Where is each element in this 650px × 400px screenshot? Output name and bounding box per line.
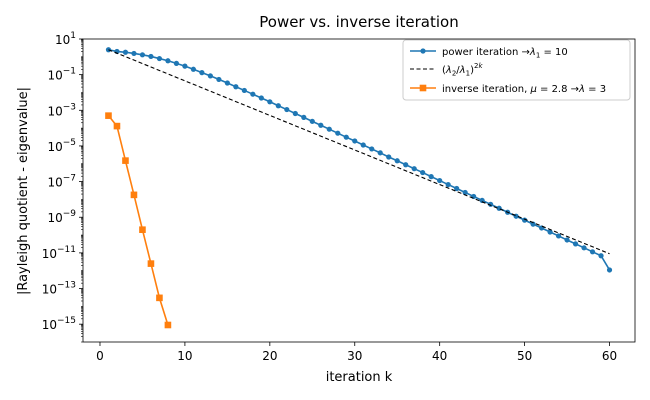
- data-point: [606, 267, 613, 273]
- legend-label-2: (λ2/λ1)2k: [442, 62, 483, 78]
- data-point: [164, 321, 172, 329]
- data-point: [394, 158, 400, 164]
- data-point: [318, 122, 324, 128]
- x-tick-label: 0: [96, 349, 104, 363]
- series-line-3: [107, 115, 169, 326]
- data-point: [284, 106, 290, 113]
- series-line-2: [108, 49, 610, 255]
- data-point: [147, 260, 155, 267]
- data-point: [207, 73, 213, 79]
- data-point: [122, 49, 129, 55]
- data-point: [130, 191, 138, 199]
- axes-frame: [82, 38, 636, 343]
- y-tick-label: 10−5: [47, 138, 76, 154]
- y-tick-label: 10−1: [47, 67, 76, 83]
- data-point: [301, 114, 307, 120]
- data-point: [156, 294, 163, 302]
- x-tick-label: 40: [432, 349, 447, 363]
- legend-marker: [419, 84, 427, 92]
- y-tick-label: 101: [55, 31, 76, 47]
- chart-title: Power vs. inverse iteration: [259, 13, 458, 31]
- data-point: [113, 122, 121, 130]
- x-tick-label: 30: [347, 349, 362, 363]
- data-point: [555, 233, 562, 239]
- data-point: [148, 53, 154, 60]
- data-point: [522, 217, 528, 223]
- data-point: [250, 91, 256, 97]
- data-point: [343, 134, 349, 140]
- data-point: [131, 50, 137, 57]
- y-tick-label: 10−9: [47, 209, 76, 225]
- data-point: [411, 166, 417, 172]
- data-point: [182, 63, 188, 69]
- data-point: [360, 142, 366, 148]
- data-point: [224, 80, 230, 86]
- data-point: [462, 189, 468, 196]
- data-point: [309, 118, 315, 124]
- data-point: [454, 185, 460, 192]
- data-point: [275, 103, 281, 109]
- data-point: [589, 249, 596, 255]
- data-point: [403, 162, 409, 168]
- data-point: [547, 229, 553, 235]
- data-point: [598, 253, 604, 259]
- data-point: [233, 84, 239, 90]
- data-point: [199, 70, 205, 76]
- y-tick-label: 10−13: [42, 281, 76, 297]
- y-tick-label: 10−11: [42, 245, 76, 261]
- data-point: [139, 52, 146, 58]
- y-tick-label: 10−15: [42, 316, 76, 332]
- data-point: [386, 154, 392, 160]
- data-point: [165, 58, 171, 64]
- data-point: [241, 87, 247, 94]
- data-point: [156, 55, 163, 62]
- legend-box: [402, 39, 631, 101]
- data-point: [572, 241, 579, 247]
- data-point: [139, 226, 146, 233]
- y-axis-label: |Rayleigh quotient - eigenvalue|: [16, 87, 31, 295]
- data-point: [564, 237, 570, 243]
- data-point: [369, 146, 375, 152]
- legend-label-1: power iteration →λ1 = 10: [442, 47, 568, 60]
- x-tick-label: 10: [177, 349, 192, 363]
- data-point: [122, 157, 129, 164]
- data-point: [216, 76, 222, 83]
- y-tick-label: 10−3: [47, 102, 76, 118]
- data-point: [538, 225, 545, 231]
- data-point: [326, 126, 332, 132]
- x-tick-label: 20: [262, 349, 277, 363]
- data-point: [488, 201, 494, 207]
- y-tick-label: 10−7: [47, 174, 76, 190]
- data-point: [420, 169, 426, 176]
- data-point: [581, 245, 587, 251]
- legend-marker: [420, 48, 426, 54]
- plot-area: 101 10−1 10−3 10−5 10−7 10−9 10−11 10−13 10−15 0 1…: [42, 31, 636, 363]
- x-tick-label: 60: [602, 349, 617, 363]
- data-point: [335, 130, 341, 136]
- data-point: [471, 193, 477, 200]
- data-point: [173, 60, 180, 66]
- data-point: [105, 47, 112, 53]
- data-point: [428, 174, 434, 180]
- data-point: [530, 221, 536, 227]
- data-point: [292, 110, 298, 117]
- data-point: [105, 112, 112, 119]
- data-point: [267, 99, 273, 105]
- data-point: [190, 66, 196, 72]
- legend: power iteration →λ1 = 10 (λ2/λ1)2k inverse…: [402, 39, 631, 101]
- x-tick-label: 50: [517, 349, 532, 363]
- data-point: [258, 95, 264, 101]
- x-axis-label: iteration k: [326, 370, 393, 385]
- data-point: [377, 150, 383, 156]
- data-point: [352, 138, 358, 144]
- legend-label-3: inverse iteration, μ = 2.8 →λ = 3: [442, 84, 606, 95]
- data-point: [479, 197, 485, 204]
- data-point: [437, 177, 443, 184]
- data-point: [445, 181, 451, 188]
